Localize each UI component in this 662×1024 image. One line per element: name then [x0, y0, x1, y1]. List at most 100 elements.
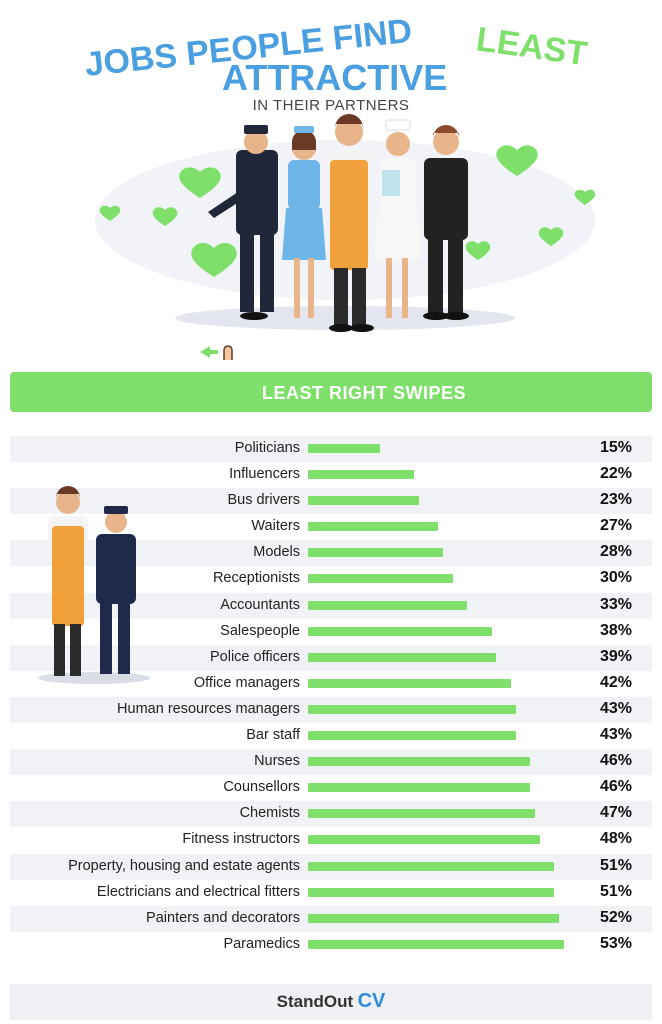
category-label: Bar staff: [246, 727, 300, 744]
bar: [308, 835, 540, 845]
title-attractive-text: ATTRACTIVE: [222, 57, 447, 98]
chart-row: Politicians 15%: [10, 436, 652, 463]
value-label: 23%: [599, 491, 632, 509]
businessman-figure: [423, 125, 469, 320]
value-label: 47%: [599, 804, 632, 822]
value-label: 15%: [599, 439, 632, 456]
value-label: 33%: [599, 595, 632, 613]
chart-row: Bar staff 43%: [10, 723, 652, 749]
category-label: Receptionists: [212, 570, 300, 587]
chart-row: Chemists 47%: [10, 801, 652, 828]
logo-cv: CV: [357, 990, 386, 1012]
heart-icon: [191, 242, 237, 277]
bar: [308, 522, 439, 532]
bar: [308, 731, 516, 741]
bar: [308, 548, 444, 558]
bar: [308, 574, 453, 584]
category-label: Influencers: [229, 466, 300, 483]
category-label: Accountants: [220, 596, 300, 613]
header-illustration: JOBS PEOPLE FIND LEAST ATTRACTIVE: [0, 0, 662, 360]
chart-row: Influencers 22%: [10, 462, 652, 488]
value-label: 42%: [599, 673, 632, 691]
heart-icon: [99, 205, 121, 221]
bar: [308, 939, 564, 949]
chart-row: Receptionists 30%: [10, 566, 652, 592]
bar: [308, 861, 555, 871]
heart-icon: [574, 189, 596, 205]
bar: [308, 626, 492, 636]
value-label: 38%: [599, 621, 632, 639]
chart-row: Salespeople 38%: [10, 619, 652, 645]
heart-icon: [538, 227, 564, 246]
value-label: 30%: [599, 569, 632, 587]
bar: [308, 887, 555, 897]
logo-text: StandOut: [276, 992, 354, 1011]
subtitle: IN THEIR PARTNERS: [252, 97, 410, 114]
chart-row: Waiters 27%: [10, 514, 652, 540]
value-label: 39%: [599, 647, 632, 665]
footer-bar: [10, 984, 652, 1020]
value-label: 52%: [599, 908, 632, 926]
chart-row: Human resources managers 43%: [10, 696, 652, 724]
police-officer-figure: [96, 506, 136, 674]
category-label: Fitness instructors: [182, 831, 300, 848]
heart-icon: [179, 167, 221, 198]
value-label: 48%: [599, 830, 632, 848]
bar: [308, 757, 531, 767]
value-label: 22%: [599, 465, 632, 483]
bar: [308, 809, 536, 819]
chart-row: Painters and decorators 52%: [10, 905, 652, 932]
chart-row: Accountants 33%: [10, 592, 652, 619]
value-label: 51%: [599, 856, 632, 874]
bar: [308, 913, 560, 923]
side-illustration: [38, 486, 150, 684]
category-label: Police officers: [210, 648, 300, 665]
chart-row: Nurses 46%: [10, 749, 652, 776]
waiter-figure: [48, 486, 88, 676]
flight-attendant-figure: [282, 126, 326, 318]
category-label: Bus drivers: [227, 492, 300, 509]
bar: [308, 678, 511, 688]
category-label: Counsellors: [223, 779, 300, 796]
chart-row: Office managers 42%: [10, 671, 652, 697]
chart-row: Paramedics 53%: [10, 932, 652, 958]
chart-row: Electricians and electrical fitters 51%: [10, 880, 652, 906]
bar: [308, 704, 516, 714]
heart-icon: [152, 207, 178, 226]
category-label: Human resources managers: [117, 700, 300, 717]
bar: [308, 444, 381, 453]
title-graphic: JOBS PEOPLE FIND LEAST ATTRACTIVE: [83, 12, 596, 360]
heart-icon: [465, 241, 491, 260]
category-label: Chemists: [239, 805, 300, 822]
standout-cv-logo: StandOut CV: [0, 990, 662, 1013]
value-label: 28%: [599, 543, 632, 561]
title-least-text: LEAST: [474, 20, 590, 73]
bar: [308, 783, 531, 793]
category-label: Models: [253, 544, 300, 561]
category-label: Electricians and electrical fitters: [96, 883, 300, 900]
category-label: Property, housing and estate agents: [68, 857, 300, 874]
chart-row: Counsellors 46%: [10, 775, 652, 801]
banner-label: LEAST RIGHT SWIPES: [262, 383, 467, 403]
value-label: 53%: [599, 934, 632, 952]
value-label: 46%: [599, 752, 632, 770]
swipe-hand-icon: [200, 345, 233, 360]
category-label: Nurses: [254, 753, 300, 770]
bar: [308, 470, 415, 480]
chart-row: Police officers 39%: [10, 644, 652, 671]
heart-icon: [496, 145, 538, 176]
category-label: Salespeople: [220, 622, 300, 639]
bar: [308, 600, 468, 610]
pilot-figure: [208, 125, 278, 320]
category-label: Waiters: [251, 518, 300, 535]
category-label: Politicians: [234, 440, 300, 456]
category-label: Painters and decorators: [146, 909, 300, 926]
bar: [308, 496, 420, 506]
category-label: Paramedics: [223, 935, 300, 952]
category-label: Office managers: [193, 674, 300, 691]
ground-shadow: [38, 672, 150, 684]
bar-chart: Politicians 15% Influencers 22% Bus drivers 2…: [10, 436, 652, 958]
chart-row: Property, housing and estate agents 51%: [10, 853, 652, 880]
value-label: 27%: [599, 517, 632, 535]
chart-row: Fitness instructors 48%: [10, 827, 652, 853]
